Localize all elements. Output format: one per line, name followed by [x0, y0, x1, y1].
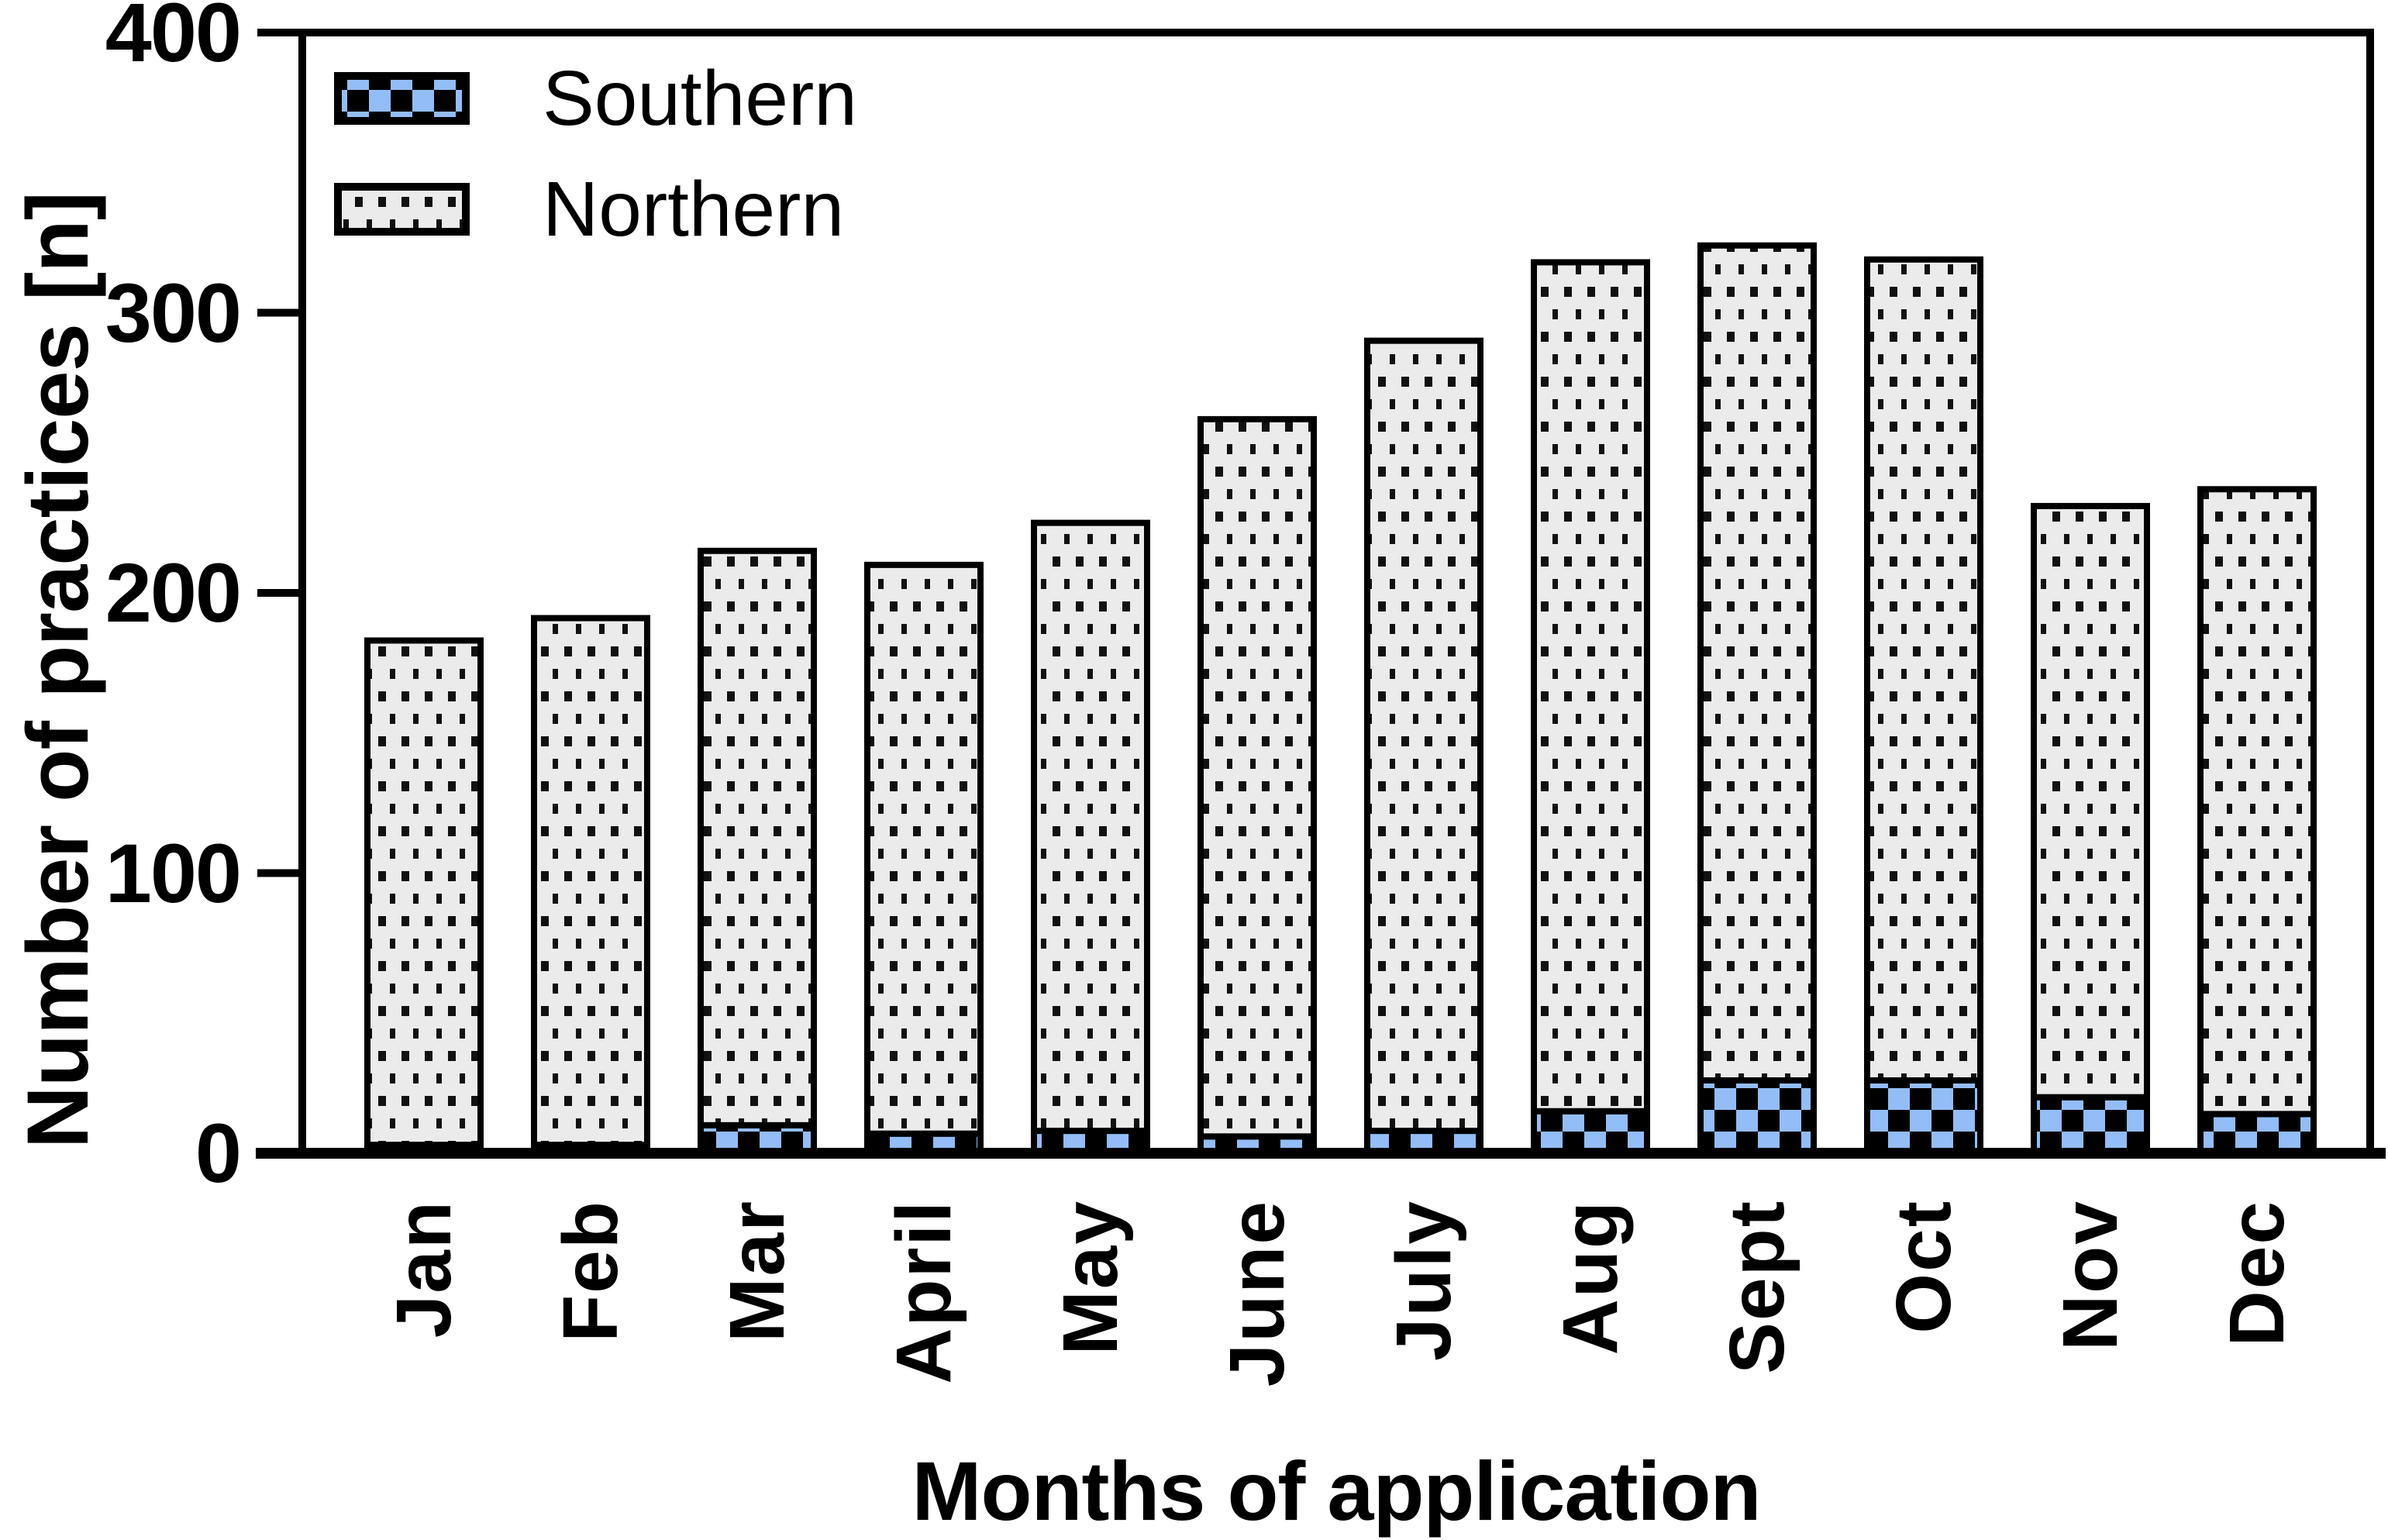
bar-segment-northern-Mar: [698, 547, 817, 1128]
y-tick-label-0: 0: [195, 1106, 242, 1200]
legend-swatch-southern: [334, 72, 470, 125]
x-tick-label-Feb: Feb: [547, 1200, 634, 1342]
x-axis-title: Months of application: [911, 1444, 1762, 1538]
x-tick-label-April: April: [880, 1200, 967, 1384]
x-tick-label-June: June: [1214, 1200, 1301, 1387]
x-tick-label-Mar: Mar: [714, 1200, 801, 1342]
y-tick-label-400: 400: [105, 0, 242, 79]
bar-segment-northern-Feb: [531, 615, 650, 1149]
bar-segment-northern-April: [864, 561, 984, 1137]
bar-segment-northern-May: [1031, 519, 1150, 1135]
bar-segment-northern-Aug: [1531, 259, 1650, 1115]
y-tick-label-300: 300: [105, 265, 242, 360]
bar-segment-northern-June: [1197, 415, 1317, 1140]
bar-segment-southern-Aug: [1531, 1108, 1650, 1157]
x-tick-label-Aug: Aug: [1547, 1200, 1634, 1356]
bar-segment-northern-Sept: [1697, 242, 1817, 1084]
y-tick-label-100: 100: [105, 825, 242, 920]
bar-segment-southern-Sept: [1697, 1077, 1817, 1157]
bars-group: [364, 242, 2317, 1157]
y-tick-label-200: 200: [105, 546, 242, 639]
x-tick-label-Oct: Oct: [1880, 1200, 1967, 1334]
bar-segment-northern-Nov: [2031, 502, 2150, 1101]
bar-segment-southern-Oct: [1864, 1077, 1983, 1157]
bar-segment-northern-Dec: [2197, 486, 2317, 1118]
x-tick-label-Sept: Sept: [1714, 1200, 1800, 1374]
bar-segment-southern-Dec: [2197, 1111, 2317, 1157]
bar-segment-northern-July: [1364, 337, 1483, 1135]
x-tick-label-Nov: Nov: [2047, 1200, 2134, 1351]
x-tick-label-Jan: Jan: [381, 1200, 467, 1338]
x-tick-label-July: July: [1380, 1200, 1467, 1362]
axes-group: [256, 29, 2386, 1159]
x-tick-label-Dec: Dec: [2214, 1200, 2300, 1347]
legend-label-northern: Northern: [543, 166, 845, 253]
bar-segment-southern-Nov: [2031, 1094, 2150, 1156]
plot-frame: [298, 29, 2374, 1153]
x-tick-label-May: May: [1047, 1200, 1134, 1356]
legend-label-southern: Southern: [543, 55, 857, 142]
legend-swatch-northern: [334, 183, 470, 236]
bar-segment-northern-Oct: [1864, 256, 1983, 1084]
bar-segment-northern-Jan: [364, 637, 484, 1149]
